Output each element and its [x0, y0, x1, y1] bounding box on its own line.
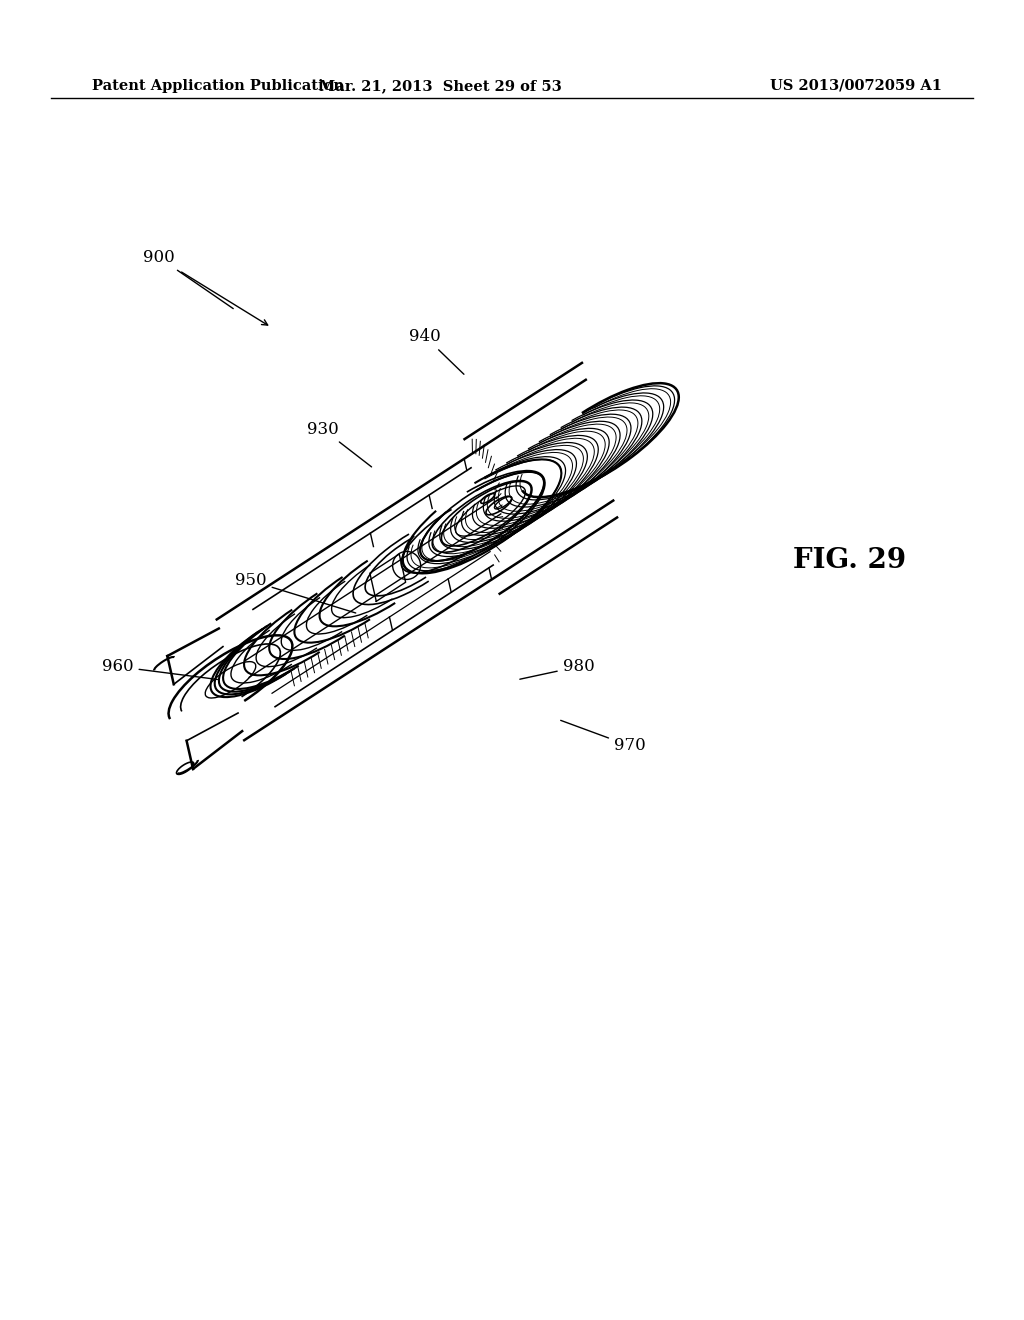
Text: Patent Application Publication: Patent Application Publication — [92, 79, 344, 92]
Text: 900: 900 — [142, 249, 233, 309]
Text: US 2013/0072059 A1: US 2013/0072059 A1 — [770, 79, 942, 92]
Text: 980: 980 — [520, 659, 595, 680]
Text: 960: 960 — [102, 659, 217, 680]
Text: 950: 950 — [236, 573, 355, 612]
Text: FIG. 29: FIG. 29 — [794, 548, 906, 574]
Text: 940: 940 — [409, 329, 464, 375]
Text: Mar. 21, 2013  Sheet 29 of 53: Mar. 21, 2013 Sheet 29 of 53 — [318, 79, 562, 92]
Text: 970: 970 — [561, 721, 646, 754]
Text: 930: 930 — [306, 421, 372, 467]
